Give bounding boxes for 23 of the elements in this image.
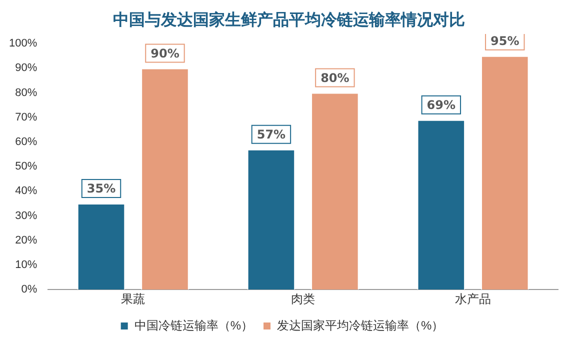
y-tick-label: 70% <box>15 111 38 124</box>
data-label: 95% <box>490 34 520 48</box>
y-tick-label: 0% <box>21 284 38 296</box>
y-tick-label: 100% <box>8 38 38 50</box>
y-tick-label: 10% <box>15 259 38 272</box>
legend-label: 发达国家平均冷链运输率（%） <box>277 318 444 332</box>
data-label: 35% <box>86 182 116 196</box>
y-tick-label: 80% <box>15 86 38 99</box>
legend-label: 中国冷链运输率（%） <box>134 318 253 332</box>
y-tick-label: 90% <box>15 62 38 74</box>
y-tick-label: 20% <box>15 234 38 246</box>
y-tick-label: 60% <box>15 136 38 148</box>
x-tick-label: 肉类 <box>291 292 316 306</box>
y-tick-label: 50% <box>15 160 38 173</box>
x-tick-label: 水产品 <box>455 292 492 306</box>
y-tick-label: 40% <box>15 185 38 198</box>
y-tick-label: 30% <box>15 210 38 222</box>
data-label: 57% <box>256 128 286 142</box>
data-label: 90% <box>150 46 180 60</box>
data-label: 80% <box>320 70 350 85</box>
data-label: 69% <box>426 98 456 112</box>
chart-title: 中国与发达国家生鲜产品平均冷链运输率情况对比 <box>112 10 466 31</box>
x-tick-label: 果蔬 <box>121 292 146 306</box>
